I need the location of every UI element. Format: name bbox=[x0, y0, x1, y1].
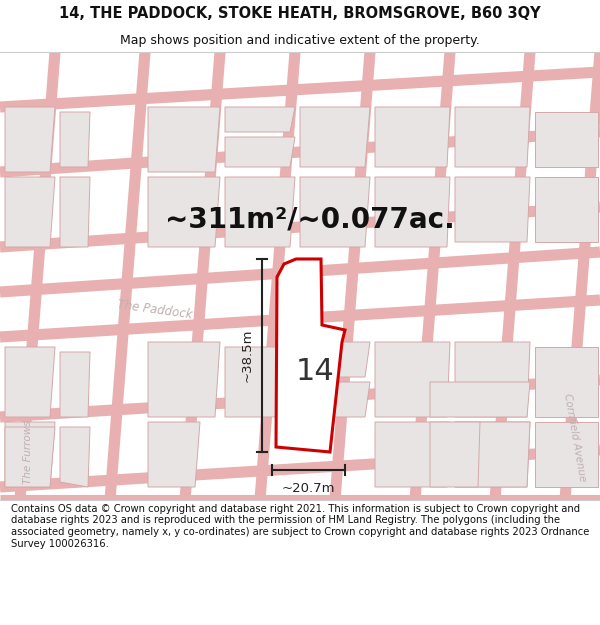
Text: The Furrows: The Furrows bbox=[23, 420, 33, 484]
Polygon shape bbox=[375, 177, 450, 247]
Polygon shape bbox=[375, 422, 450, 487]
Text: ~38.5m: ~38.5m bbox=[241, 329, 254, 382]
Polygon shape bbox=[225, 347, 295, 417]
Polygon shape bbox=[535, 422, 598, 487]
Polygon shape bbox=[455, 422, 530, 487]
Polygon shape bbox=[5, 177, 55, 247]
Polygon shape bbox=[276, 259, 345, 452]
Text: ~20.7m: ~20.7m bbox=[282, 482, 335, 495]
Polygon shape bbox=[455, 177, 530, 242]
Polygon shape bbox=[5, 347, 55, 417]
Polygon shape bbox=[60, 112, 90, 167]
Polygon shape bbox=[60, 352, 90, 417]
Text: Map shows position and indicative extent of the property.: Map shows position and indicative extent… bbox=[120, 34, 480, 47]
Polygon shape bbox=[225, 137, 295, 167]
Text: Cornfield Avenue: Cornfield Avenue bbox=[562, 392, 587, 482]
Polygon shape bbox=[375, 107, 450, 167]
Polygon shape bbox=[430, 382, 530, 417]
Polygon shape bbox=[535, 177, 598, 242]
Polygon shape bbox=[455, 422, 530, 487]
Polygon shape bbox=[455, 342, 530, 417]
Polygon shape bbox=[148, 342, 220, 417]
Polygon shape bbox=[60, 177, 90, 247]
Text: The Paddock: The Paddock bbox=[117, 298, 193, 322]
Polygon shape bbox=[375, 342, 450, 417]
Polygon shape bbox=[5, 107, 55, 172]
Polygon shape bbox=[300, 107, 370, 167]
Polygon shape bbox=[5, 422, 55, 487]
Polygon shape bbox=[148, 422, 200, 487]
Polygon shape bbox=[535, 347, 598, 417]
Polygon shape bbox=[60, 427, 90, 487]
Polygon shape bbox=[225, 107, 295, 132]
Text: ~311m²/~0.077ac.: ~311m²/~0.077ac. bbox=[165, 206, 455, 234]
Polygon shape bbox=[430, 422, 480, 487]
Polygon shape bbox=[300, 177, 370, 247]
Polygon shape bbox=[225, 177, 295, 247]
Polygon shape bbox=[300, 382, 370, 417]
Text: Contains OS data © Crown copyright and database right 2021. This information is : Contains OS data © Crown copyright and d… bbox=[11, 504, 589, 549]
Polygon shape bbox=[455, 107, 530, 167]
Polygon shape bbox=[148, 177, 220, 247]
Text: 14, THE PADDOCK, STOKE HEATH, BROMSGROVE, B60 3QY: 14, THE PADDOCK, STOKE HEATH, BROMSGROVE… bbox=[59, 6, 541, 21]
Text: 14: 14 bbox=[296, 357, 334, 386]
Polygon shape bbox=[300, 342, 370, 377]
Polygon shape bbox=[148, 107, 220, 172]
Polygon shape bbox=[535, 112, 598, 167]
Polygon shape bbox=[5, 427, 55, 487]
